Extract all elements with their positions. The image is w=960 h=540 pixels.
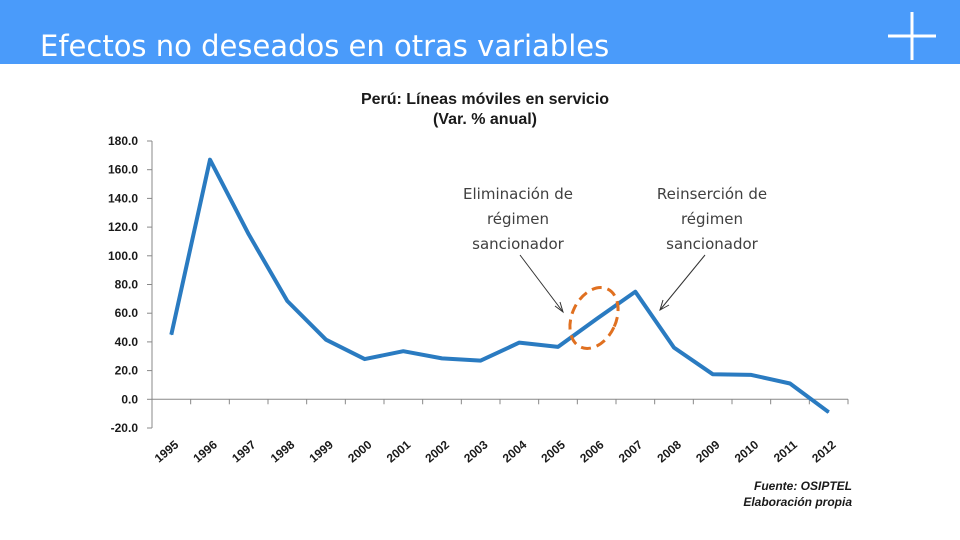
x-tick-label: 2001 <box>384 437 414 465</box>
y-tick-label: 20.0 <box>115 364 139 378</box>
data-point <box>789 383 791 385</box>
x-tick-label: 2003 <box>461 437 491 465</box>
source-line-1: Fuente: OSIPTEL <box>754 479 852 493</box>
data-point <box>441 357 443 359</box>
x-tick-label: 1999 <box>306 437 336 465</box>
y-tick-label: 180.0 <box>108 134 138 148</box>
y-tick-label: 140.0 <box>108 191 138 205</box>
arrow-left-head <box>554 301 564 314</box>
data-point <box>828 411 830 413</box>
data-point <box>480 360 482 362</box>
y-tick-label: 60.0 <box>115 306 139 320</box>
x-tick-label: 2008 <box>654 437 684 465</box>
chart-subtitle: (Var. % anual) <box>433 111 537 128</box>
x-tick-label: 2004 <box>500 437 530 465</box>
data-point <box>364 358 366 360</box>
x-tick-label: 1996 <box>190 437 220 465</box>
x-tick-label: 2012 <box>809 437 839 465</box>
y-tick-label: 160.0 <box>108 163 138 177</box>
data-point <box>209 159 211 161</box>
data-point <box>170 334 172 336</box>
arrow-left <box>519 254 564 313</box>
data-point <box>325 339 327 341</box>
data-point <box>596 318 598 320</box>
x-tick-label: 2011 <box>771 437 800 465</box>
x-tick-label: 2010 <box>732 437 762 465</box>
annotation-eliminacion: Eliminación de régimen sancionador <box>463 185 573 253</box>
data-point <box>402 350 404 352</box>
x-tick-label: 1998 <box>268 437 298 465</box>
x-tick-label: 2006 <box>577 437 607 465</box>
x-tick-label: 1997 <box>229 437 259 465</box>
annotation-reinsercion: Reinserción de régimen sancionador <box>656 185 768 253</box>
data-point <box>518 342 520 344</box>
source-line-2: Elaboración propia <box>743 495 852 509</box>
y-tick-label: 80.0 <box>115 278 139 292</box>
x-tick-label: 2007 <box>616 437 646 465</box>
series-line <box>169 157 830 414</box>
data-point <box>286 300 288 302</box>
x-tick-label: 2005 <box>538 437 568 465</box>
chart-title: Perú: Líneas móviles en servicio <box>361 91 609 108</box>
arrow-right-head <box>659 299 670 312</box>
y-tick-label: 0.0 <box>121 392 138 406</box>
data-point <box>750 374 752 376</box>
x-tick-label: 2002 <box>422 437 452 465</box>
y-tick-label: 40.0 <box>115 335 139 349</box>
data-point <box>248 233 250 235</box>
data-point <box>634 291 636 293</box>
slide-title: Efectos no deseados en otras variables <box>40 29 610 63</box>
arrow-right <box>659 254 706 311</box>
x-tick-label: 2009 <box>693 437 723 465</box>
data-point <box>673 347 675 349</box>
x-tick-label: 1995 <box>152 437 182 465</box>
plus-icon <box>888 12 936 60</box>
y-tick-label: 120.0 <box>108 220 138 234</box>
data-point <box>712 373 714 375</box>
y-tick-label: -20.0 <box>111 421 139 435</box>
data-point <box>557 346 559 348</box>
x-tick-label: 2000 <box>345 437 375 465</box>
y-tick-label: 100.0 <box>108 249 138 263</box>
highlight-ellipse <box>568 286 620 350</box>
header-bar <box>0 0 960 64</box>
